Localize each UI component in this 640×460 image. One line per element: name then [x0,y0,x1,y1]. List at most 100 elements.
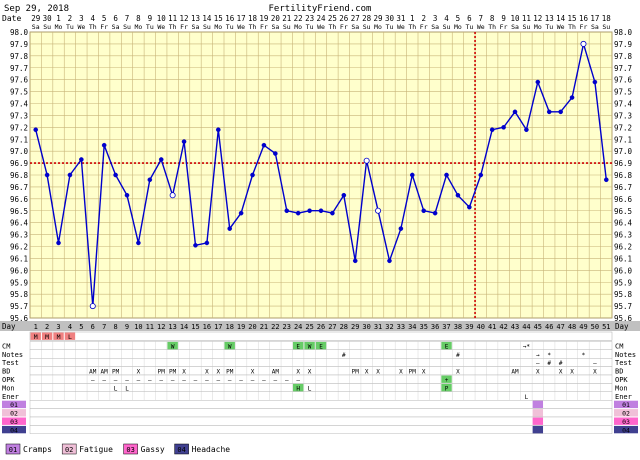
weekday-label: Su [43,23,51,31]
cycle-day-label: 14 [180,323,188,331]
bd-mark: X [137,369,141,376]
cycle-day-label: 1 [34,323,38,331]
cycle-day-label: 47 [556,323,564,331]
mon-mark: L [308,385,312,392]
weekday-label: Tu [306,23,314,31]
cycle-day-label: 25 [305,323,313,331]
bd-mark: X [399,369,403,376]
y-tick-right: 96.6 [614,195,633,204]
cycle-day-label: 19 [237,323,245,331]
symptom-code-swatch-right [614,417,638,425]
symptom-legend: 01 Cramps 02 Fatigue 03 Gassy 04 Headache [5,443,230,455]
weekday-label: Th [89,23,97,31]
cm-label-right: CM [615,342,623,350]
y-tick-left: 95.6 [10,314,29,323]
temperature-point [56,240,61,246]
cycle-day-label: 20 [248,323,256,331]
cycle-day-label: 15 [191,323,199,331]
menses-cell [41,332,53,340]
weekday-label: Sa [431,23,439,31]
weekday-label: Sa [351,23,359,31]
date-header: Date 29Sa30Su1Mo2Tu3We4Th5Fr6Sa7Su8Mo9Tu1… [2,14,611,31]
temperature-point [181,139,187,144]
date-label: 4 [91,14,96,23]
cycle-day-label: 22 [271,323,279,331]
date-label: 29 [374,14,383,23]
date-label: 10 [157,14,167,23]
y-tick-right: 96.0 [614,266,633,275]
date-label: 4 [444,14,449,23]
y-tick-right: 97.1 [614,135,632,144]
weekday-label: Sa [192,23,200,31]
y-tick-left: 96.5 [10,207,28,216]
weekday-label: Tu [545,23,553,31]
legend-item: 01 Cramps [5,443,52,455]
site-title: FertilityFriend.com [269,4,372,14]
bd-mark: X [308,369,312,376]
temperature-point [501,125,506,130]
cycle-day-label: 51 [602,323,610,331]
symptom-code-left: 01 [10,401,18,409]
weekday-label: Fr [580,23,588,31]
date-label: 17 [237,14,246,23]
y-tick-left: 95.7 [10,302,28,311]
temperature-point [79,157,84,162]
y-tick-left: 97.2 [10,123,28,132]
weekday-label: Th [408,23,416,31]
weekday-label: We [237,23,245,31]
test-mark: # [547,360,551,367]
temperature-point [512,109,518,115]
date-label: 18 [248,14,258,23]
temperature-point [169,192,176,199]
weekday-label: Tu [226,23,234,31]
cycle-day-label: 45 [534,323,542,331]
cycle-day-label: 11 [146,323,154,331]
cycle-day-label: 32 [385,323,393,331]
test-label-left: Test [2,359,19,367]
bd-mark: PM [409,369,417,376]
date-label: 11 [168,14,177,23]
weekday-label: Tu [146,23,154,31]
temperature-point [113,172,118,178]
menses-mark: L [68,333,72,341]
weekday-label: Sa [271,23,279,31]
date-label: 22 [294,14,303,23]
temperature-point [147,177,153,183]
opk-mark: – [228,377,232,384]
opk-mark: – [171,377,175,384]
legend-code: 02 [65,446,73,454]
bd-mark: AM [272,369,280,376]
date-label: 3 [79,14,84,23]
weekday-label: Mo [534,23,542,31]
highlight-cell [441,375,452,383]
date-label: 31 [396,14,405,23]
temperature-series [33,40,609,310]
date-label: 11 [522,14,531,23]
bd-mark: PM [158,369,166,376]
y-tick-left: 97.6 [10,76,29,85]
weekday-label: Mo [294,23,302,31]
cm-label-left: CM [2,342,10,350]
cm-mark: W [308,343,312,350]
y-tick-right: 96.4 [614,219,633,228]
bd-mark: PM [112,369,120,376]
opk-mark: – [182,377,186,384]
cycle-day-label: 33 [397,323,405,331]
date-label: 5 [102,14,107,23]
legend-code: 01 [9,446,17,454]
symptom-row [29,425,613,434]
chart-date: Sep 29, 2018 [4,4,69,14]
date-label: 2 [421,14,426,23]
bd-mark: X [216,369,220,376]
weekday-label: Mo [134,23,142,31]
y-tick-right: 96.9 [614,159,632,168]
legend-swatch [123,443,138,455]
y-tick-right: 97.0 [614,147,633,156]
symptom-code-swatch-left [2,400,26,409]
highlight-cell [441,383,452,392]
temperature-point [295,210,301,216]
temperature-point [535,79,541,85]
opk-mark: – [274,377,278,384]
temperature-point [33,127,39,133]
weekday-label: Sa [112,23,120,31]
